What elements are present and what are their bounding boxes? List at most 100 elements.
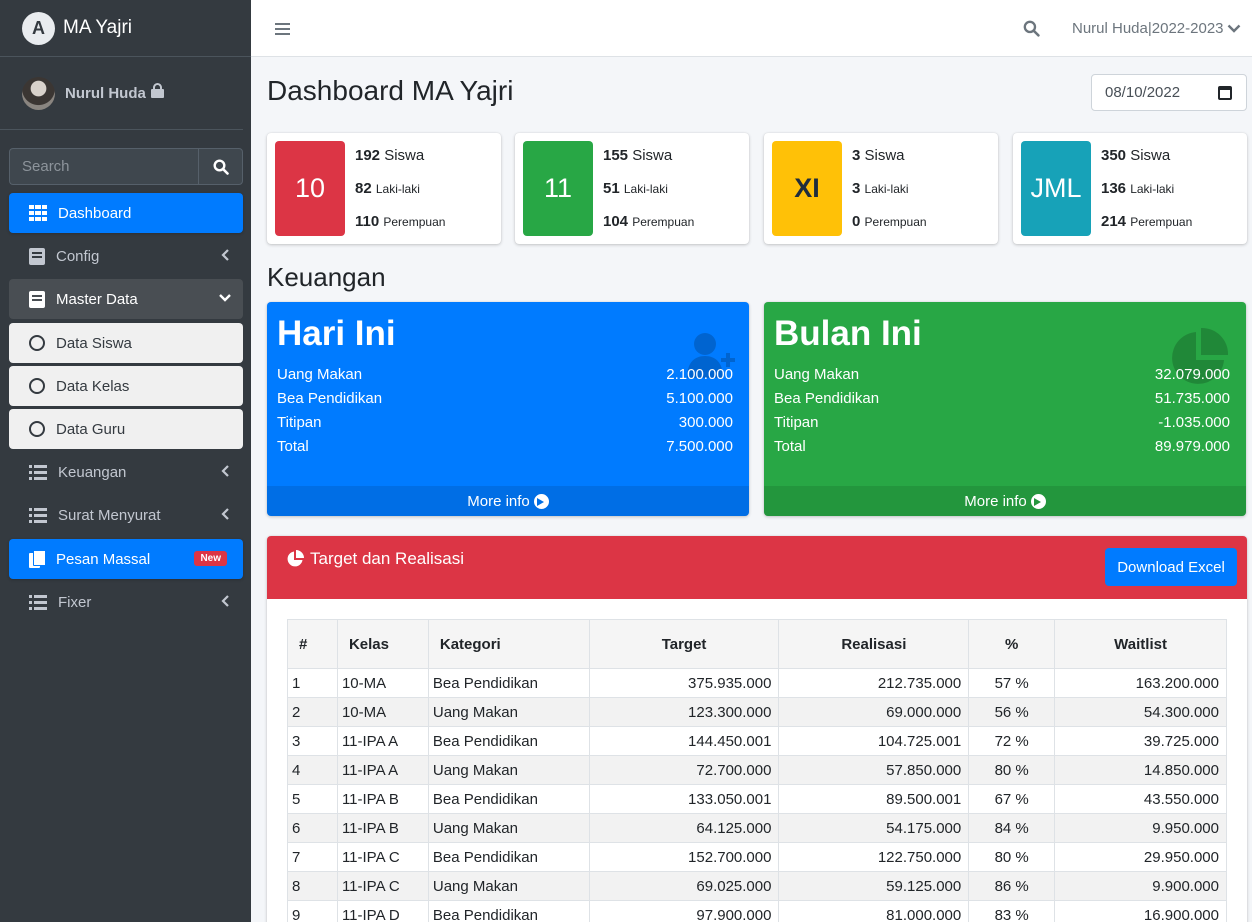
table-cell: Bea Pendidikan — [427, 784, 590, 814]
col-header[interactable]: # — [287, 619, 338, 669]
table-cell: 97.900.000 — [588, 900, 780, 922]
sidebar-item-keuangan[interactable]: Keuangan — [9, 452, 243, 492]
brand-logo: A — [22, 11, 55, 45]
table-cell: 29.950.000 — [1054, 842, 1227, 872]
download-excel-button[interactable]: Download Excel — [1105, 548, 1237, 586]
col-header[interactable]: % — [968, 619, 1056, 669]
table-cell: 54.175.000 — [778, 813, 970, 843]
hamburger-menu-icon[interactable] — [275, 23, 290, 35]
arrow-circle-right-icon — [1030, 493, 1046, 509]
sidebar: A MA Yajri Nurul Huda Dashboard Config M… — [0, 0, 251, 922]
new-badge: New — [194, 551, 227, 566]
info-box-class-xi: XI 3 Siswa 3 Laki-laki 0 Perempuan — [764, 133, 998, 244]
search-input[interactable] — [9, 148, 198, 185]
table-cell: 80 % — [968, 842, 1056, 872]
table-header-row: # Kelas Kategori Target Realisasi % Wait… — [287, 619, 1227, 669]
chevron-left-icon — [221, 249, 229, 261]
sidebar-item-config[interactable]: Config — [9, 236, 243, 276]
page-title: Dashboard MA Yajri — [267, 75, 514, 106]
finance-row: Titipan -1.035.000 — [774, 414, 1230, 431]
info-box-label: 11 — [523, 141, 593, 236]
info-perempuan: 0 Perempuan — [852, 213, 927, 230]
date-picker[interactable]: 08/10/2022 — [1091, 74, 1247, 111]
col-header[interactable]: Kategori — [427, 619, 590, 669]
sidebar-item-label: Pesan Massal — [56, 550, 151, 568]
sidebar-item-label: Surat Menyurat — [58, 506, 161, 524]
card-header: Target dan Realisasi Download Excel — [267, 536, 1247, 599]
table-cell: 375.935.000 — [588, 668, 780, 698]
sidebar-item-label: Data Siswa — [56, 334, 132, 352]
table-cell: 104.725.001 — [778, 726, 970, 756]
sidebar-item-label: Keuangan — [58, 463, 127, 481]
table-cell: 163.200.000 — [1054, 668, 1227, 698]
table-cell: 67 % — [968, 784, 1056, 814]
list-icon — [29, 464, 47, 480]
sidebar-item-dashboard[interactable]: Dashboard — [9, 193, 243, 233]
finance-row: Bea Pendidikan 51.735.000 — [774, 390, 1230, 407]
user-name: Nurul Huda — [65, 84, 146, 102]
finance-row: Uang Makan 2.100.000 — [277, 366, 733, 383]
table-cell: 57 % — [968, 668, 1056, 698]
lock-icon — [150, 82, 164, 98]
info-perempuan: 110 Perempuan — [355, 213, 446, 230]
sidebar-item-label: Config — [56, 247, 100, 265]
sidebar-item-surat-menyurat[interactable]: Surat Menyurat — [9, 495, 243, 535]
table-cell: 152.700.000 — [588, 842, 780, 872]
table-cell: 11-IPA A — [336, 755, 429, 785]
user-menu-dropdown[interactable]: Nurul Huda|2022-2023 — [1072, 20, 1241, 37]
more-info-link[interactable]: More info — [764, 486, 1246, 516]
table-cell: 212.735.000 — [778, 668, 970, 698]
finance-row: Bea Pendidikan 5.100.000 — [277, 390, 733, 407]
info-laki: 82 Laki-laki — [355, 180, 420, 197]
table-cell: 64.125.000 — [588, 813, 780, 843]
table-cell: 9 — [287, 900, 338, 922]
sidebar-item-label: Data Guru — [56, 420, 126, 438]
table-cell: Uang Makan — [427, 871, 590, 901]
table-cell: 7 — [287, 842, 338, 872]
table-cell: 54.300.000 — [1054, 697, 1227, 727]
sidebar-item-data-siswa[interactable]: Data Siswa — [9, 323, 243, 363]
user-panel[interactable]: Nurul Huda — [0, 57, 243, 130]
table-cell: 122.750.000 — [778, 842, 970, 872]
info-siswa: 3 Siswa — [852, 147, 905, 164]
table-cell: 9.900.000 — [1054, 871, 1227, 901]
col-header[interactable]: Kelas — [336, 619, 429, 669]
sidebar-item-fixer[interactable]: Fixer — [9, 582, 243, 622]
circle-icon — [29, 335, 45, 351]
target-realisasi-table: # Kelas Kategori Target Realisasi % Wait… — [287, 619, 1227, 922]
info-box-total: JML 350 Siswa 136 Laki-laki 214 Perempua… — [1013, 133, 1247, 244]
sidebar-item-data-guru[interactable]: Data Guru — [9, 409, 243, 449]
table-cell: 69.000.000 — [778, 697, 970, 727]
sidebar-item-master-data[interactable]: Master Data — [9, 279, 243, 319]
table-cell: 123.300.000 — [588, 697, 780, 727]
finance-row: Total 7.500.000 — [277, 438, 733, 455]
table-cell: 8 — [287, 871, 338, 901]
sidebar-item-label: Data Kelas — [56, 377, 130, 395]
table-cell: 14.850.000 — [1054, 755, 1227, 785]
date-value: 08/10/2022 — [1105, 84, 1181, 101]
col-header[interactable]: Waitlist — [1054, 619, 1227, 669]
more-info-link[interactable]: More info — [267, 486, 749, 516]
info-siswa: 350 Siswa — [1101, 147, 1171, 164]
user-menu-label: Nurul Huda|2022-2023 — [1072, 20, 1224, 37]
table-row: 2 10-MA Uang Makan 123.300.000 69.000.000 56 … — [287, 697, 1227, 727]
grid-icon — [29, 205, 47, 221]
col-header[interactable]: Realisasi — [778, 619, 970, 669]
sidebar-item-pesan-massal[interactable]: Pesan Massal New — [9, 539, 243, 579]
table-cell: 6 — [287, 813, 338, 843]
table-cell: 133.050.001 — [588, 784, 780, 814]
info-laki: 3 Laki-laki — [852, 180, 909, 197]
search-icon[interactable] — [1023, 20, 1040, 37]
table-cell: 4 — [287, 755, 338, 785]
brand-link[interactable]: A MA Yajri — [0, 0, 251, 57]
sidebar-item-label: Fixer — [58, 593, 92, 611]
top-navbar: Nurul Huda|2022-2023 — [251, 0, 1252, 57]
search-button[interactable] — [198, 148, 243, 185]
finance-box-month: Bulan Ini Uang Makan 32.079.000 Bea Pendi… — [764, 302, 1246, 516]
table-cell: 10-MA — [336, 697, 429, 727]
sidebar-item-data-kelas[interactable]: Data Kelas — [9, 366, 243, 406]
section-title: Keuangan — [267, 262, 386, 292]
table-cell: 57.850.000 — [778, 755, 970, 785]
calendar-icon[interactable] — [1218, 86, 1232, 100]
col-header[interactable]: Target — [588, 619, 780, 669]
